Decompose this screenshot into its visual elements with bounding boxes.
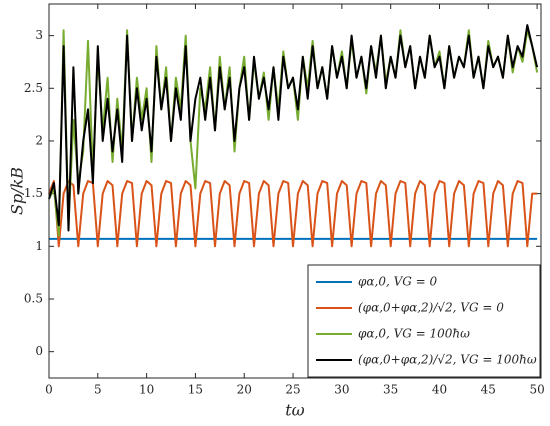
x-tick-label: 5: [94, 383, 102, 397]
x-tick-label: 50: [529, 383, 544, 397]
x-tick-label: 30: [334, 383, 349, 397]
y-axis-label: Sp/kB: [8, 167, 27, 215]
series-line: [48, 180, 538, 248]
y-tick-label: 3: [35, 28, 43, 42]
legend-label: φα,0, VG = 100ħω: [358, 327, 470, 341]
axes-box: [48, 3, 542, 379]
legend-label: (φα,0+φα,2)/√2, VG = 100ħω: [358, 353, 537, 367]
x-tick-label: 15: [188, 383, 203, 397]
x-tick-label: 10: [139, 383, 154, 397]
y-tick-label: 2.5: [24, 81, 43, 95]
y-tick-label: 0: [35, 344, 43, 358]
legend-box: [307, 264, 541, 378]
x-tick-label: 25: [285, 383, 300, 397]
y-tick-label: 1.5: [24, 186, 43, 200]
x-tick-label: 0: [45, 383, 53, 397]
y-tick-label: 0.5: [24, 291, 43, 305]
y-tick-label: 2: [35, 133, 43, 147]
x-tick-label: 35: [383, 383, 398, 397]
x-tick-label: 20: [237, 383, 252, 397]
series-line: [48, 24, 539, 232]
x-tick-label: 40: [432, 383, 447, 397]
legend-label: (φα,0+φα,2)/√2, VG = 0: [358, 301, 504, 315]
legend-label: φα,0, VG = 0: [358, 275, 438, 289]
x-tick-label: 45: [481, 383, 496, 397]
x-axis-label: tω: [285, 401, 304, 420]
y-tick-label: 1: [35, 239, 43, 253]
